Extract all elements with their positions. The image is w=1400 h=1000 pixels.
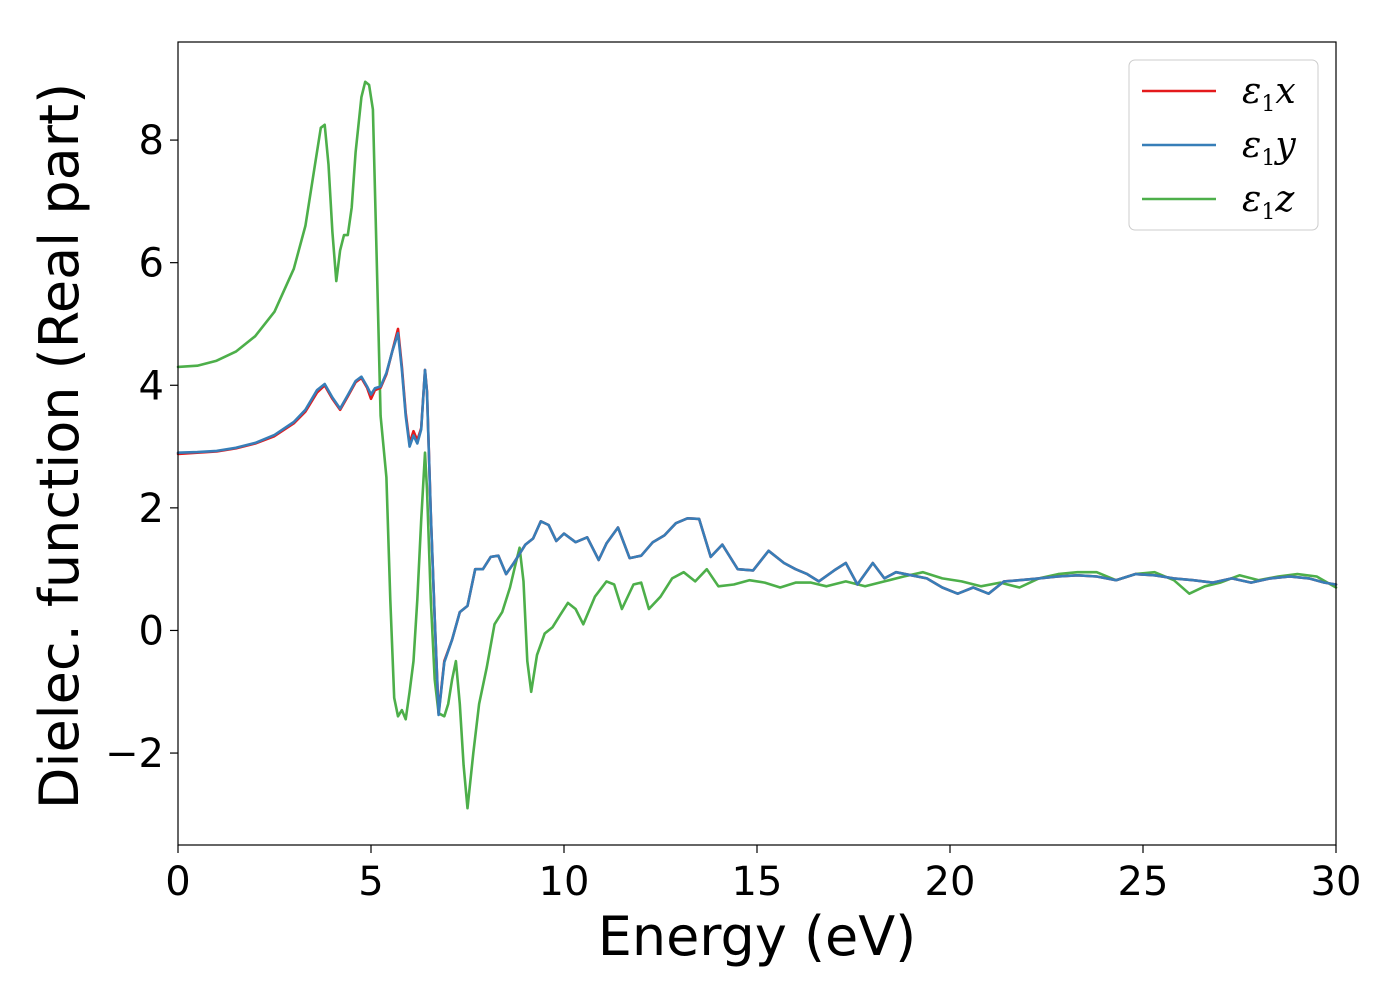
series-line-3 (176, 80, 1338, 810)
y-tick-label: 0 (139, 608, 164, 654)
legend-label: ε1z (1242, 179, 1295, 225)
x-tick-label: 20 (925, 859, 976, 905)
y-tick-label: 6 (139, 241, 164, 287)
legend-label: ε1y (1242, 125, 1296, 171)
legend: ε1x ε1y ε1z (1128, 59, 1319, 231)
series-line-2 (176, 331, 1338, 717)
x-tick-label: 15 (732, 859, 783, 905)
x-tick-label: 0 (165, 859, 190, 905)
y-axis: −2 0 2 4 6 8 (105, 118, 178, 777)
x-tick-label: 25 (1118, 859, 1169, 905)
y-tick-label: 2 (139, 486, 164, 532)
x-tick-label: 5 (358, 859, 383, 905)
y-tick-label: −2 (105, 731, 164, 777)
legend-box (1128, 59, 1319, 231)
x-tick-label: 10 (539, 859, 590, 905)
x-axis-label: Energy (eV) (598, 905, 917, 968)
plot-area (176, 80, 1338, 810)
y-tick-label: 8 (139, 118, 164, 164)
plot-frame (177, 41, 1337, 846)
y-tick-label: 4 (139, 363, 164, 409)
x-tick-label: 30 (1311, 859, 1362, 905)
legend-label: ε1x (1242, 71, 1296, 117)
x-axis: 0 5 10 15 20 25 30 (165, 845, 1361, 905)
y-axis-label: Dielec. function (Real part) (28, 83, 91, 809)
